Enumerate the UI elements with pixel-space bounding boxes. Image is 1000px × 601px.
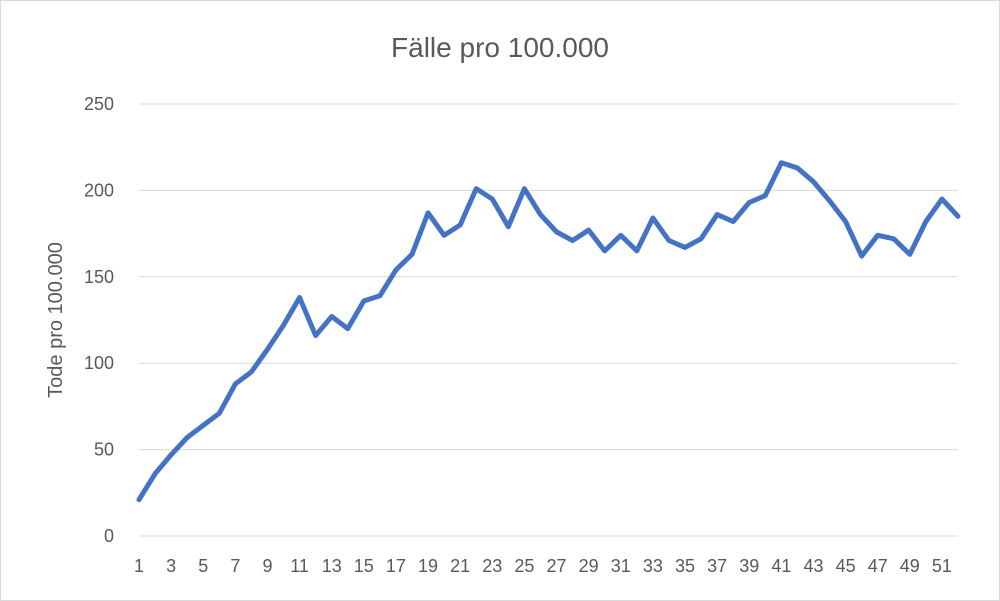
x-tick-label: 41 (771, 556, 791, 576)
gridlines (139, 103, 958, 537)
y-tick-label: 150 (84, 267, 114, 287)
x-tick-label: 13 (322, 556, 342, 576)
x-tick-label: 23 (482, 556, 502, 576)
y-tick-label: 250 (84, 94, 114, 114)
x-tick-label: 45 (836, 556, 856, 576)
x-tick-label: 21 (450, 556, 470, 576)
x-tick-label: 47 (868, 556, 888, 576)
x-tick-label: 25 (514, 556, 534, 576)
x-tick-label: 31 (611, 556, 631, 576)
x-tick-label: 33 (643, 556, 663, 576)
y-tick-label: 0 (104, 526, 114, 546)
y-axis-ticks: 0 50 100 150 200 250 (84, 94, 114, 546)
series-group (136, 160, 961, 503)
x-axis-ticks: 1 3 5 7 9 11 13 15 17 19 21 23 25 27 29 31 33 35 37 39 41 43 4… (134, 556, 952, 576)
x-tick-label: 15 (354, 556, 374, 576)
y-tick-label: 50 (94, 440, 114, 460)
x-tick-label: 1 (134, 556, 144, 576)
x-tick-label: 49 (900, 556, 920, 576)
y-tick-label: 100 (84, 353, 114, 373)
x-tick-label: 37 (707, 556, 727, 576)
x-tick-label: 11 (290, 556, 309, 576)
series-line-0 (136, 160, 961, 503)
x-tick-label: 5 (198, 556, 208, 576)
x-tick-label: 43 (803, 556, 823, 576)
x-tick-label: 19 (418, 556, 438, 576)
x-tick-label: 29 (579, 556, 599, 576)
y-tick-label: 200 (84, 180, 114, 200)
x-tick-label: 51 (932, 556, 952, 576)
x-tick-label: 9 (262, 556, 272, 576)
x-tick-label: 35 (675, 556, 695, 576)
x-tick-label: 7 (230, 556, 240, 576)
chart-title: Fälle pro 100.000 (391, 32, 609, 63)
x-tick-label: 17 (386, 556, 406, 576)
x-tick-label: 39 (739, 556, 759, 576)
y-axis-label: Tode pro 100.000 (45, 242, 67, 398)
x-tick-label: 3 (166, 556, 176, 576)
x-tick-label: 27 (547, 556, 567, 576)
